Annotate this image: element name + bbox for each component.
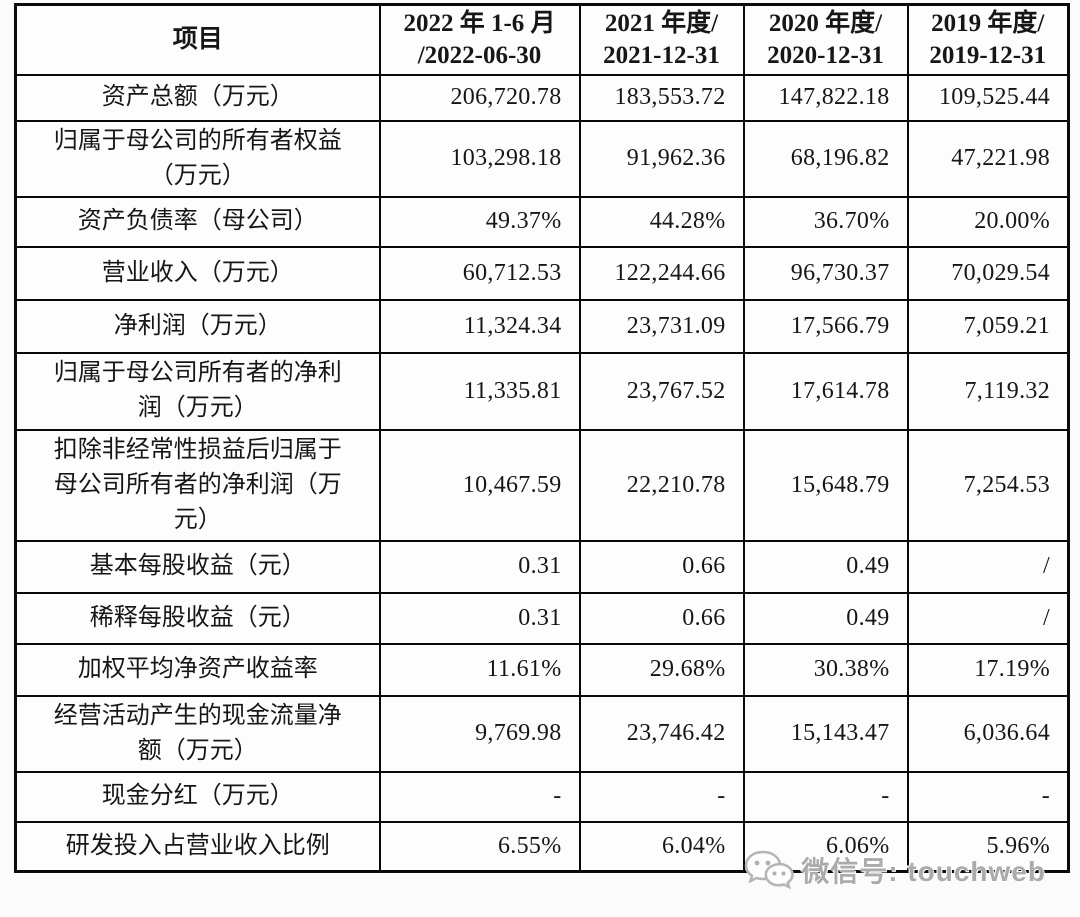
value-cell: / — [906, 591, 1070, 645]
value-cell: 103,298.18 — [378, 119, 581, 198]
value-cell: 0.49 — [742, 539, 909, 594]
table-row: 扣除非经常性损益后归属于母公司所有者的净利润（万元） 10,467.59 22,… — [14, 428, 1070, 542]
value-cell: 7,254.53 — [906, 428, 1070, 542]
financial-summary-table-container: 项目 2022 年 1-6 月 /2022-06-30 2021 年度/ 202… — [14, 3, 1070, 873]
column-header-2021: 2021 年度/ 2021-12-31 — [578, 3, 745, 76]
financial-summary-table: 项目 2022 年 1-6 月 /2022-06-30 2021 年度/ 202… — [14, 3, 1070, 873]
value-cell: 10,467.59 — [378, 428, 581, 542]
row-label: 归属于母公司所有者的净利润（万元） — [14, 351, 381, 431]
value-cell: 183,553.72 — [578, 73, 745, 122]
value-cell: 23,731.09 — [578, 298, 745, 354]
value-cell: 7,059.21 — [906, 298, 1070, 354]
row-label: 资产负债率（母公司） — [14, 195, 381, 248]
value-cell: 17,614.78 — [742, 351, 909, 431]
table-row: 归属于母公司所有者的净利润（万元） 11,335.81 23,767.52 17… — [14, 351, 1070, 431]
value-cell: 23,746.42 — [578, 694, 745, 773]
table-row: 现金分红（万元） - - - - — [14, 770, 1070, 823]
value-cell: - — [906, 770, 1070, 823]
value-cell: 11.61% — [378, 642, 581, 697]
table-row: 净利润（万元） 11,324.34 23,731.09 17,566.79 7,… — [14, 298, 1070, 354]
value-cell: 44.28% — [578, 195, 745, 248]
value-cell: 5.96% — [906, 820, 1070, 873]
value-cell: 11,335.81 — [378, 351, 581, 431]
value-cell: 11,324.34 — [378, 298, 581, 354]
value-cell: 147,822.18 — [742, 73, 909, 122]
value-cell: 0.49 — [742, 591, 909, 645]
row-label: 稀释每股收益（元） — [14, 591, 381, 645]
value-cell: 30.38% — [742, 642, 909, 697]
value-cell: / — [906, 539, 1070, 594]
value-cell: 7,119.32 — [906, 351, 1070, 431]
value-cell: 68,196.82 — [742, 119, 909, 198]
row-label: 经营活动产生的现金流量净额（万元） — [14, 694, 381, 773]
value-cell: 6,036.64 — [906, 694, 1070, 773]
table-row: 加权平均净资产收益率 11.61% 29.68% 30.38% 17.19% — [14, 642, 1070, 697]
value-cell: 9,769.98 — [378, 694, 581, 773]
value-cell: 22,210.78 — [578, 428, 745, 542]
value-cell: 15,648.79 — [742, 428, 909, 542]
value-cell: 15,143.47 — [742, 694, 909, 773]
table-row: 经营活动产生的现金流量净额（万元） 9,769.98 23,746.42 15,… — [14, 694, 1070, 773]
row-label: 研发投入占营业收入比例 — [14, 820, 381, 873]
row-label: 资产总额（万元） — [14, 73, 381, 122]
row-label: 营业收入（万元） — [14, 245, 381, 301]
value-cell: - — [378, 770, 581, 823]
watermark-text: 微信号: touchweb — [801, 856, 1046, 887]
row-label: 现金分红（万元） — [14, 770, 381, 823]
value-cell: 0.66 — [578, 539, 745, 594]
value-cell: 23,767.52 — [578, 351, 745, 431]
row-label: 加权平均净资产收益率 — [14, 642, 381, 697]
column-header-2022: 2022 年 1-6 月 /2022-06-30 — [378, 3, 581, 76]
value-cell: 36.70% — [742, 195, 909, 248]
row-label: 扣除非经常性损益后归属于母公司所有者的净利润（万元） — [14, 428, 381, 542]
value-cell: 6.04% — [578, 820, 745, 873]
table-row: 资产总额（万元） 206,720.78 183,553.72 147,822.1… — [14, 73, 1070, 122]
value-cell: 6.55% — [378, 820, 581, 873]
table-header-row: 项目 2022 年 1-6 月 /2022-06-30 2021 年度/ 202… — [14, 3, 1070, 76]
value-cell: 60,712.53 — [378, 245, 581, 301]
column-header-2020: 2020 年度/ 2020-12-31 — [742, 3, 909, 76]
value-cell: 47,221.98 — [906, 119, 1070, 198]
table-row: 研发投入占营业收入比例 6.55% 6.04% 6.06% 5.96% — [14, 820, 1070, 873]
wechat-icon — [743, 848, 795, 892]
row-label: 归属于母公司的所有者权益（万元） — [14, 119, 381, 198]
table-row: 营业收入（万元） 60,712.53 122,244.66 96,730.37 … — [14, 245, 1070, 301]
value-cell: 91,962.36 — [578, 119, 745, 198]
value-cell: 0.31 — [378, 591, 581, 645]
value-cell: 109,525.44 — [906, 73, 1070, 122]
column-header-item: 项目 — [14, 3, 381, 76]
value-cell: 122,244.66 — [578, 245, 745, 301]
value-cell: - — [742, 770, 909, 823]
value-cell: 70,029.54 — [906, 245, 1070, 301]
table-row: 基本每股收益（元） 0.31 0.66 0.49 / — [14, 539, 1070, 594]
value-cell: 49.37% — [378, 195, 581, 248]
value-cell: 96,730.37 — [742, 245, 909, 301]
value-cell: 29.68% — [578, 642, 745, 697]
value-cell: 20.00% — [906, 195, 1070, 248]
value-cell: 206,720.78 — [378, 73, 581, 122]
row-label: 净利润（万元） — [14, 298, 381, 354]
row-label: 基本每股收益（元） — [14, 539, 381, 594]
value-cell: 0.31 — [378, 539, 581, 594]
column-header-2019: 2019 年度/ 2019-12-31 — [906, 3, 1070, 76]
wechat-watermark: 微信号: touchweb — [743, 848, 1046, 892]
value-cell: - — [578, 770, 745, 823]
table-row: 稀释每股收益（元） 0.31 0.66 0.49 / — [14, 591, 1070, 645]
value-cell: 17,566.79 — [742, 298, 909, 354]
table-row: 资产负债率（母公司） 49.37% 44.28% 36.70% 20.00% — [14, 195, 1070, 248]
value-cell: 0.66 — [578, 591, 745, 645]
table-row: 归属于母公司的所有者权益（万元） 103,298.18 91,962.36 68… — [14, 119, 1070, 198]
value-cell: 17.19% — [906, 642, 1070, 697]
